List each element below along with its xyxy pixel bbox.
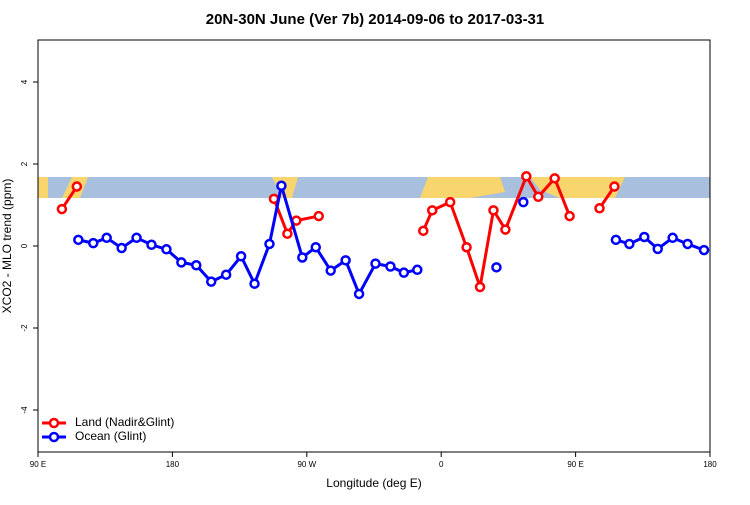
point bbox=[521, 171, 532, 182]
point bbox=[418, 225, 429, 237]
point bbox=[161, 244, 172, 255]
y-tick-label: 0 bbox=[20, 243, 29, 248]
x-tick-label: 90 E bbox=[567, 460, 583, 469]
point bbox=[412, 264, 423, 276]
y-axis-label: XCO2 - MLO trend (ppm) bbox=[0, 179, 14, 314]
point bbox=[264, 238, 275, 250]
point bbox=[491, 262, 502, 273]
legend-label: Land (Nadir&Glint) bbox=[75, 415, 174, 429]
x-tick-label: 180 bbox=[166, 460, 180, 469]
point bbox=[370, 258, 381, 269]
series-line bbox=[77, 185, 705, 298]
point bbox=[276, 180, 287, 191]
point bbox=[56, 203, 68, 215]
point bbox=[488, 205, 499, 216]
point bbox=[698, 244, 710, 256]
point bbox=[426, 205, 438, 216]
point bbox=[667, 232, 678, 244]
point bbox=[220, 269, 232, 280]
point bbox=[533, 191, 544, 203]
point bbox=[652, 243, 663, 255]
point bbox=[682, 238, 693, 250]
point bbox=[146, 239, 157, 251]
point bbox=[610, 234, 622, 246]
point bbox=[474, 281, 486, 293]
point bbox=[549, 173, 560, 184]
point bbox=[398, 267, 410, 278]
point bbox=[88, 237, 99, 249]
point bbox=[235, 251, 247, 262]
series-line bbox=[60, 172, 616, 288]
legend-marker bbox=[48, 431, 60, 443]
x-tick-label: 90 W bbox=[297, 460, 316, 469]
point bbox=[282, 228, 293, 239]
x-tick-label: 180 bbox=[703, 460, 717, 469]
point bbox=[176, 257, 187, 268]
point bbox=[297, 252, 308, 263]
point bbox=[340, 255, 351, 266]
legend-label: Ocean (Glint) bbox=[75, 429, 146, 443]
point bbox=[191, 260, 202, 271]
point bbox=[313, 210, 324, 222]
y-tick-label: 2 bbox=[20, 161, 29, 166]
y-tick-label: -4 bbox=[20, 406, 29, 414]
y-tick-label: 4 bbox=[20, 79, 29, 84]
chart-title: 20N-30N June (Ver 7b) 2014-09-06 to 2017… bbox=[206, 11, 545, 28]
point bbox=[639, 231, 650, 243]
x-tick-label: 0 bbox=[439, 460, 444, 469]
point bbox=[461, 241, 472, 253]
point bbox=[385, 261, 396, 272]
point bbox=[131, 232, 142, 244]
point bbox=[353, 288, 365, 300]
x-tick-label: 90 E bbox=[30, 460, 46, 469]
point bbox=[116, 242, 127, 254]
point bbox=[444, 196, 456, 208]
point bbox=[71, 181, 83, 192]
point bbox=[518, 196, 529, 208]
point bbox=[564, 210, 575, 222]
point bbox=[609, 181, 620, 192]
point bbox=[325, 265, 336, 276]
plot-frame bbox=[37, 39, 711, 453]
x-axis-label: Longitude (deg E) bbox=[326, 476, 421, 490]
point bbox=[101, 232, 112, 244]
point bbox=[500, 224, 511, 235]
legend-marker bbox=[48, 417, 60, 429]
point bbox=[249, 278, 260, 289]
point bbox=[310, 241, 322, 253]
point bbox=[594, 203, 605, 214]
point bbox=[73, 234, 84, 246]
y-tick-label: -2 bbox=[20, 324, 29, 332]
point bbox=[624, 238, 635, 250]
point bbox=[205, 276, 217, 287]
